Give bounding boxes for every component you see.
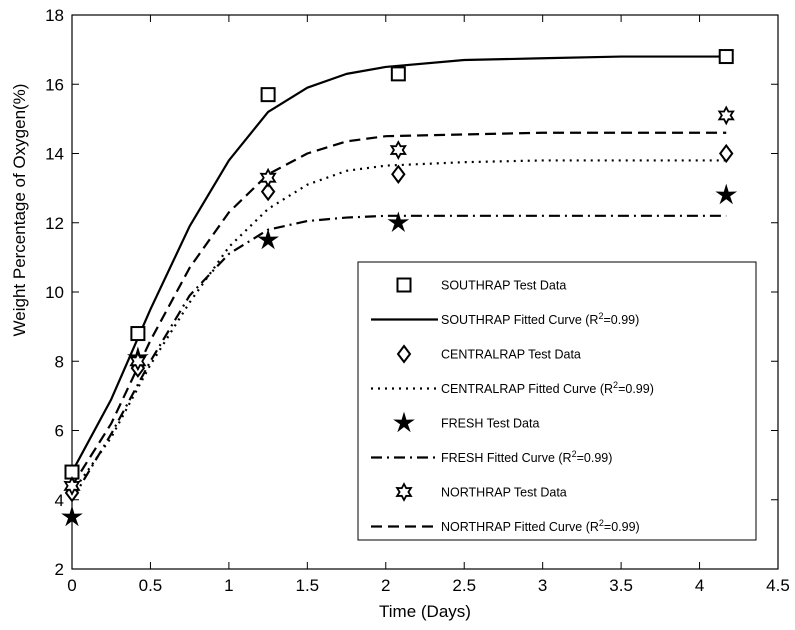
- legend-label: CENTRALRAP Fitted Curve (R2=0.99): [441, 380, 654, 396]
- data-point-star6: [717, 105, 735, 126]
- fitted-curve-line: [71, 131, 727, 487]
- y-axis-label: Weight Percentage of Oxygen(%): [10, 84, 29, 337]
- y-tick-label: 16: [45, 75, 64, 94]
- test-data-markers: [61, 49, 738, 527]
- legend-marker-star5: [393, 411, 415, 433]
- legend: SOUTHRAP Test Data SOUTHRAP Fitted Curve …: [357, 261, 757, 541]
- y-tick-label: 4: [55, 491, 64, 510]
- data-point-square: [718, 49, 734, 65]
- y-tick-label: 8: [55, 352, 64, 371]
- data-point-diamond: [260, 181, 276, 202]
- data-point-square: [390, 66, 406, 82]
- x-axis-label: Time (Days): [379, 602, 471, 621]
- data-point-star6: [259, 167, 277, 188]
- data-point-star6: [389, 140, 407, 160]
- legend-marker-star6: [395, 482, 413, 502]
- data-point-star5: [387, 211, 410, 232]
- x-axis-ticks: 0 0.5 1 1.5 2 2.5 3 3.5 4 4.5: [67, 15, 790, 595]
- legend-marker-square: [396, 277, 412, 293]
- y-tick-label: 10: [45, 283, 64, 302]
- x-tick-label: 3: [538, 576, 547, 595]
- data-point-star5: [61, 505, 83, 527]
- y-tick-label: 12: [45, 214, 64, 233]
- legend-label: NORTHRAP Fitted Curve (R2=0.99): [441, 518, 640, 534]
- legend-label: FRESH Fitted Curve (R2=0.99): [441, 449, 612, 465]
- data-point-diamond: [718, 143, 734, 164]
- data-point-square: [130, 326, 146, 342]
- y-tick-label: 14: [45, 145, 64, 164]
- y-tick-label: 2: [55, 560, 64, 579]
- legend-box: [357, 261, 757, 541]
- y-tick-label: 6: [55, 422, 64, 441]
- data-point-star5: [257, 228, 279, 250]
- fitted-curves: [71, 55, 727, 501]
- legend-label: CENTRALRAP Test Data: [441, 348, 581, 362]
- data-point-star6: [63, 475, 81, 496]
- x-tick-label: 4: [695, 576, 704, 595]
- x-tick-label: 3.5: [609, 576, 633, 595]
- data-point-star5: [715, 183, 738, 205]
- x-tick-label: 1.5: [296, 576, 320, 595]
- legend-label: SOUTHRAP Fitted Curve (R2=0.99): [441, 311, 639, 327]
- x-tick-label: 1: [224, 576, 233, 595]
- legend-label: FRESH Test Data: [441, 417, 539, 431]
- x-tick-label: 0: [67, 576, 76, 595]
- data-point-square: [260, 87, 276, 103]
- data-point-diamond: [391, 164, 406, 184]
- legend-marker-diamond: [396, 344, 412, 364]
- x-tick-label: 2: [381, 576, 390, 595]
- x-tick-label: 4.5: [766, 576, 790, 595]
- legend-label: SOUTHRAP Test Data: [441, 279, 566, 293]
- fitted-curve-line: [71, 214, 727, 501]
- fitted-curve-line: [71, 55, 727, 473]
- data-point-star6: [129, 351, 147, 372]
- legend-label: NORTHRAP Test Data: [441, 486, 567, 500]
- y-axis-ticks: 2 4 6 8 10 12 14 16 18: [45, 6, 778, 579]
- x-tick-label: 0.5: [139, 576, 163, 595]
- y-tick-label: 18: [45, 6, 64, 25]
- x-tick-label: 2.5: [452, 576, 476, 595]
- fitted-curve-line: [71, 159, 727, 494]
